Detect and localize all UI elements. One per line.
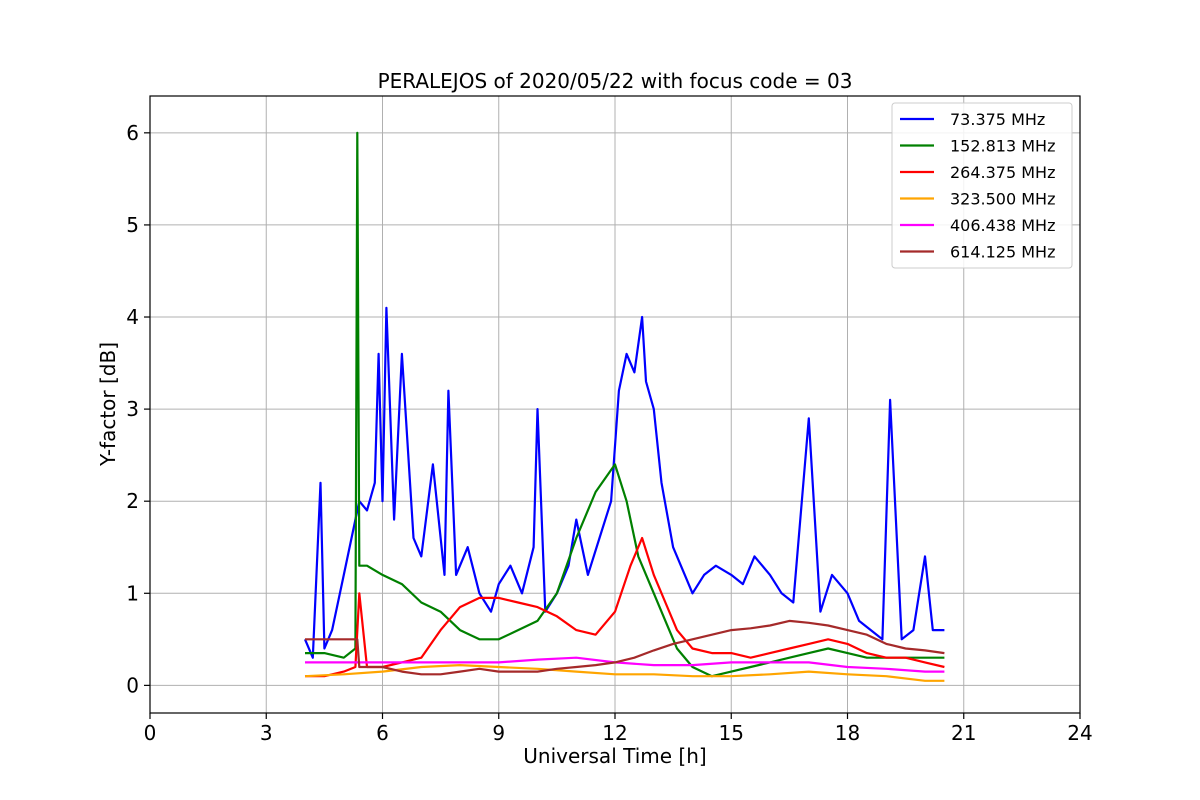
x-tick-label: 9 — [492, 721, 505, 745]
y-tick-label: 5 — [126, 213, 139, 237]
series-line-1 — [305, 131, 945, 678]
series-line-5 — [305, 619, 945, 676]
y-tick-label: 2 — [126, 489, 139, 513]
legend-box — [891, 102, 1073, 269]
x-tick-label: 12 — [602, 721, 627, 745]
x-tick-label: 18 — [835, 721, 860, 745]
x-tick-label: 24 — [1067, 721, 1092, 745]
y-axis: 0 1 2 3 4 5 6 — [126, 121, 150, 697]
legend: 73.375 MHz 152.813 MHz 264.375 MHz 323.500 … — [891, 102, 1073, 269]
x-axis-label: Universal Time [h] — [523, 744, 706, 768]
series-layer — [303, 131, 945, 682]
series-line-3 — [304, 663, 945, 682]
series-line-0 — [303, 306, 945, 659]
grid — [149, 96, 1081, 713]
y-tick-label: 6 — [126, 121, 139, 145]
x-axis: 0 3 6 9 12 15 18 21 24 — [144, 713, 1093, 745]
x-tick-label: 15 — [719, 721, 744, 745]
y-axis-label: Y-factor [dB] — [96, 342, 120, 467]
y-tick-label: 1 — [126, 581, 139, 605]
legend-label: 152.813 MHz — [950, 137, 1055, 156]
x-tick-label: 0 — [144, 721, 157, 745]
series-line-2 — [305, 536, 945, 678]
y-tick-label: 0 — [126, 673, 139, 697]
legend-label: 406.438 MHz — [950, 216, 1055, 235]
x-tick-label: 21 — [951, 721, 976, 745]
series-line-4 — [305, 656, 945, 673]
x-tick-label: 6 — [376, 721, 389, 745]
x-tick-label: 3 — [260, 721, 273, 745]
y-tick-label: 4 — [126, 305, 139, 329]
chart-title: PERALEJOS of 2020/05/22 with focus code … — [378, 69, 853, 93]
legend-label: 264.375 MHz — [950, 163, 1055, 182]
y-tick-label: 3 — [126, 397, 139, 421]
legend-label: 614.125 MHz — [950, 243, 1055, 262]
legend-label: 73.375 MHz — [950, 110, 1045, 129]
legend-label: 323.500 MHz — [950, 190, 1055, 209]
